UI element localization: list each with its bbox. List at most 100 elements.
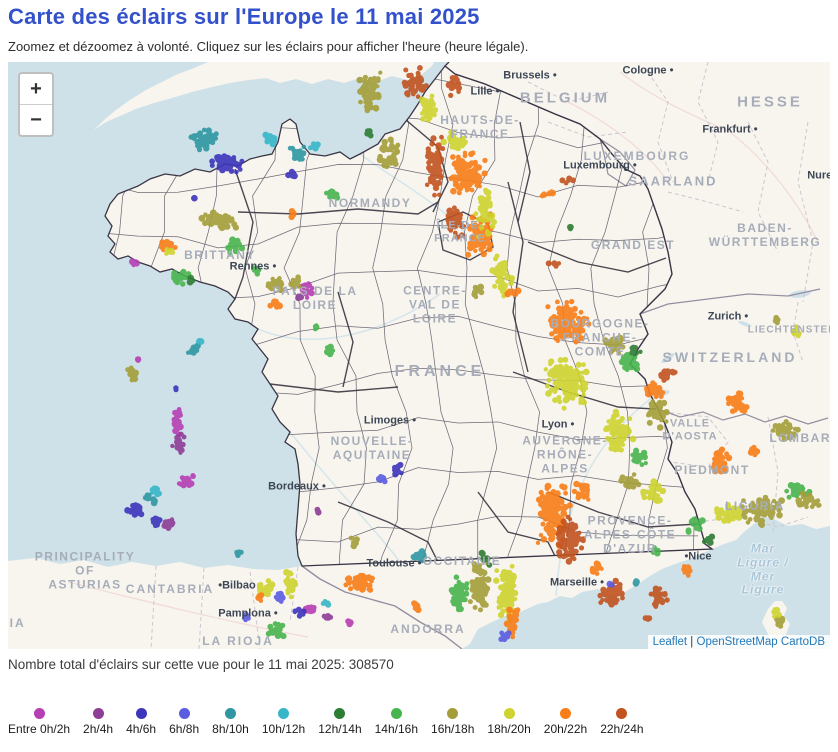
lightning-cluster[interactable] [478,549,493,568]
lightning-cluster[interactable] [125,365,139,383]
lightning-cluster[interactable] [256,578,276,599]
lightning-cluster[interactable] [186,342,201,356]
lightning-cluster[interactable] [134,356,142,363]
lightning-cluster[interactable] [401,65,429,99]
lightning-cluster[interactable] [150,515,163,529]
lightning-cluster[interactable] [324,343,336,358]
lightning-cluster[interactable] [681,564,693,578]
lightning-cluster[interactable] [225,236,246,256]
lightning-cluster[interactable] [170,431,187,455]
lightning-cluster[interactable] [419,93,439,123]
lightning-cluster[interactable] [467,561,492,613]
lightning-cluster[interactable] [265,276,285,294]
lightning-cluster[interactable] [424,134,446,198]
lightning-cluster[interactable] [503,606,521,640]
lightning-cluster[interactable] [650,545,661,557]
lightning-cluster[interactable] [597,577,625,608]
lightning-cluster[interactable] [567,224,574,232]
lightning-cluster[interactable] [648,585,670,609]
lightning-cluster[interactable] [504,287,522,298]
lightning-cluster[interactable] [714,502,743,524]
zoom-out-button[interactable]: − [20,105,52,135]
lightning-cluster[interactable] [251,265,262,277]
lightning-cluster[interactable] [618,351,641,373]
lightning-cluster[interactable] [545,260,562,269]
openstreetmap-link[interactable]: OpenStreetMap [696,636,778,648]
lightning-cluster[interactable] [685,516,706,535]
lightning-cluster[interactable] [314,506,322,516]
lightning-cluster[interactable] [149,485,162,498]
lightning-cluster[interactable] [392,461,404,478]
lightning-cluster[interactable] [176,473,196,489]
lightning-cluster[interactable] [188,127,219,153]
lightning-cluster[interactable] [164,247,176,256]
lightning-cluster[interactable] [209,153,245,175]
lightning-cluster[interactable] [790,324,802,339]
lightning-cluster[interactable] [410,548,428,564]
lightning-cluster[interactable] [606,580,615,588]
lightning-cluster[interactable] [571,480,591,502]
lightning-cluster[interactable] [262,131,278,148]
lightning-cluster[interactable] [642,615,653,622]
lightning-cluster[interactable] [196,337,205,345]
lightning-cluster[interactable] [471,283,485,300]
lightning-cluster[interactable] [320,599,332,608]
lightning-cluster[interactable] [124,502,145,518]
lightning-cluster[interactable] [348,535,360,550]
lightning-cluster[interactable] [343,572,375,593]
lightning-cluster[interactable] [173,385,179,393]
lightning-cluster[interactable] [539,189,556,199]
lightning-cluster[interactable] [770,419,801,442]
lightning-cluster[interactable] [747,444,761,458]
lightning-cluster[interactable] [602,334,626,356]
lightning-cluster[interactable] [473,187,498,240]
lightning-cluster[interactable] [186,274,196,286]
lightning-cluster[interactable] [440,129,468,152]
lightning-cluster[interactable] [198,209,239,232]
lightning-cluster[interactable] [632,578,640,587]
lightning-cluster[interactable] [559,175,576,186]
lightning-cluster[interactable] [273,590,286,604]
lightning-cluster[interactable] [161,517,176,531]
lightning-cluster[interactable] [543,356,590,411]
lightning-cluster[interactable] [265,621,287,640]
lightning-cluster[interactable] [493,563,519,623]
lightning-cluster[interactable] [376,136,401,170]
leaflet-link[interactable]: Leaflet [652,636,688,648]
lightning-cluster[interactable] [498,630,512,643]
lightning-cluster[interactable] [448,150,488,196]
lightning-cluster[interactable] [299,281,315,300]
lightning-cluster[interactable] [489,253,515,299]
zoom-in-button[interactable]: + [20,74,52,105]
lightning-cluster[interactable] [321,613,334,621]
lightning-cluster[interactable] [448,574,470,613]
lightning-cluster[interactable] [545,298,592,345]
lightning-cluster[interactable] [255,592,265,603]
lightning-cluster[interactable] [711,446,733,475]
lightning-cluster[interactable] [603,408,637,453]
lightning-cluster[interactable] [129,258,140,268]
lightning-cluster[interactable] [784,482,813,500]
lightning-cluster[interactable] [283,568,299,600]
lightning-cluster[interactable] [795,490,822,510]
lightning-cluster[interactable] [375,474,388,485]
lightning-cluster[interactable] [234,549,244,559]
lightning-cluster[interactable] [364,128,374,139]
lightning-cluster[interactable] [701,533,716,546]
lightning-cluster[interactable] [295,293,305,302]
lightning-cluster[interactable] [308,141,321,152]
lightning-cluster[interactable] [725,390,750,415]
lightning-cluster[interactable] [142,492,158,507]
lightning-cluster[interactable] [445,75,463,98]
lightning-cluster[interactable] [618,472,642,490]
lightning-cluster[interactable] [285,168,298,180]
lightning-cluster[interactable] [644,380,666,400]
lightning-cluster[interactable] [630,447,648,468]
lightning-cluster[interactable] [191,194,198,202]
lightning-cluster[interactable] [445,205,466,241]
lightning-cluster[interactable] [242,612,251,623]
lightning-cluster[interactable] [287,144,307,162]
lightning-cluster[interactable] [589,560,604,576]
lightning-cluster[interactable] [555,514,586,565]
lightning-cluster[interactable] [345,618,354,628]
